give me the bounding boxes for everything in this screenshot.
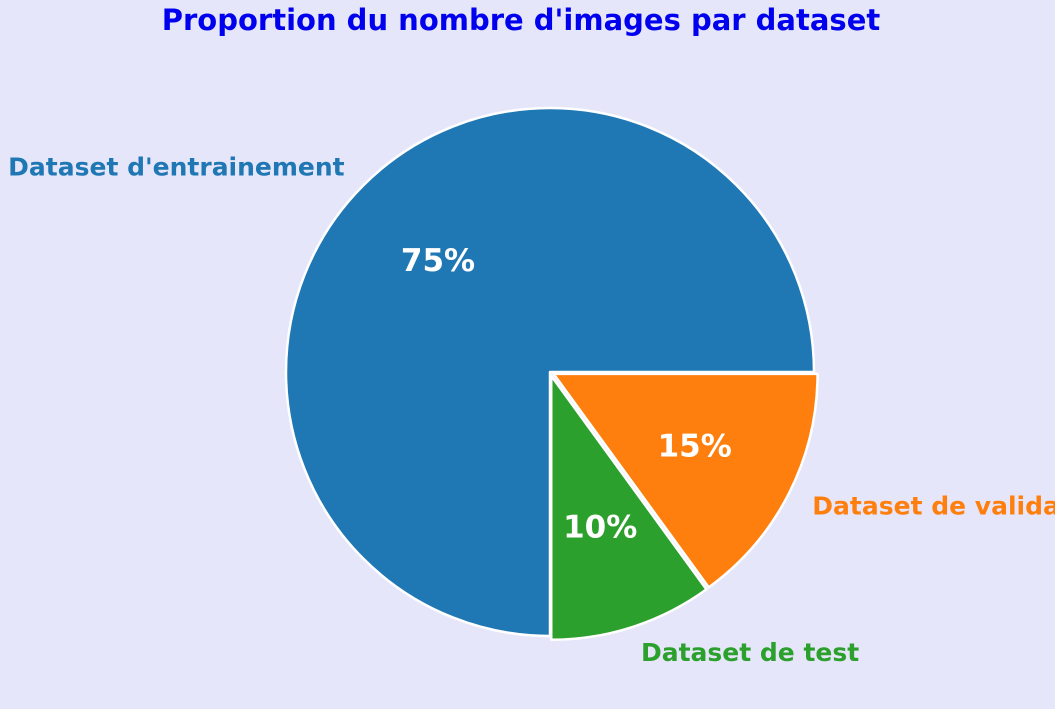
chart-title: Proportion du nombre d'images par datase… [161, 3, 881, 37]
pie-pct-label-dataset-d-entrainement: 75% [401, 243, 475, 279]
pie-pct-label-dataset-de-test: 10% [563, 509, 637, 545]
pie-slice-dataset-de-validation [552, 372, 819, 589]
pie-slice-dataset-de-test [549, 374, 708, 642]
pie-pct-label-dataset-de-validation: 15% [658, 429, 732, 465]
pie-labels: 75% Dataset d'entrainement 15% Dataset de v… [8, 153, 1055, 667]
pie-category-label-dataset-d-entrainement: Dataset d'entrainement [8, 153, 345, 182]
pie-slice-dataset-d-entrainement [284, 106, 816, 638]
pie-slices [284, 106, 819, 642]
pie-category-label-dataset-de-validation: Dataset de validation [812, 492, 1055, 521]
pie-category-label-dataset-de-test: Dataset de test [641, 638, 859, 667]
